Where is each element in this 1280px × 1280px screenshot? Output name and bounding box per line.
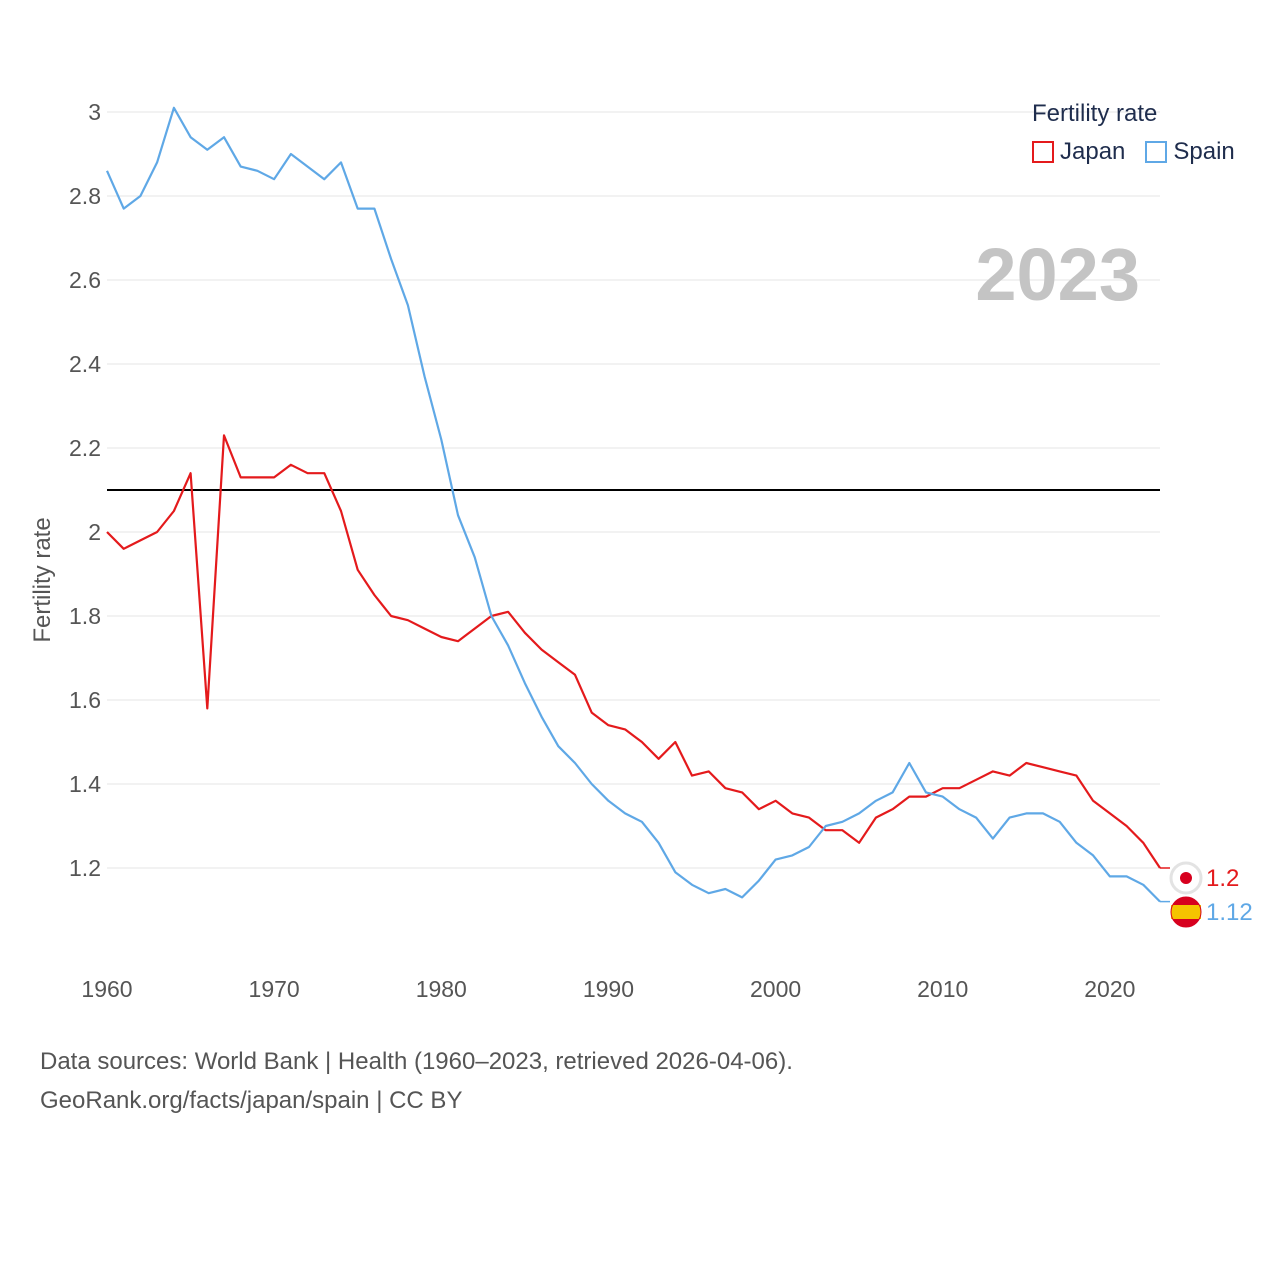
y-tick-label: 3 [88,99,101,125]
y-tick-label: 2.6 [69,267,101,293]
y-tick-label: 2.4 [69,351,101,377]
legend-label-spain: Spain [1173,138,1235,165]
y-tick-label: 1.8 [69,603,101,629]
end-markers: 1.2 1.12 [1160,861,1253,928]
spain-flag-icon [1170,896,1202,928]
x-tick-label: 1970 [249,976,300,1002]
legend-swatch-japan [1032,141,1054,163]
y-tick-label: 2 [88,519,101,545]
year-label: 2023 [975,233,1140,316]
y-axis-label: Fertility rate [29,517,56,642]
x-tick-label: 1960 [81,976,132,1002]
legend-swatch-spain [1145,141,1168,163]
legend-title: Fertility rate [1032,100,1158,127]
end-value-label-spain: 1.12 [1206,899,1253,926]
footer: Data sources: World Bank | Health (1960–… [40,1042,793,1120]
y-tick-label: 2.2 [69,435,101,461]
footer-sources: Data sources: World Bank | Health (1960–… [40,1048,793,1075]
y-tick-label: 1.2 [69,855,101,881]
x-tick-label: 1980 [416,976,467,1002]
legend: Fertility rate Japan Spain [1032,100,1235,166]
legend-item-spain[interactable]: Spain [1145,138,1235,166]
end-value-label-japan: 1.2 [1206,865,1239,892]
series-line-japan [106,434,1161,869]
x-tick-label: 1990 [583,976,634,1002]
grid-lines [107,111,1160,869]
y-tick-label: 2.8 [69,183,101,209]
series-line-spain [105,106,1161,903]
x-tick-label: 2010 [917,976,968,1002]
y-tick-label: 1.6 [69,687,101,713]
footer-attribution: GeoRank.org/facts/japan/spain | CC BY [40,1087,463,1114]
legend-label-japan: Japan [1060,138,1126,165]
series-lines [105,106,1161,903]
japan-flag-icon [1169,861,1203,895]
y-tick-label: 1.4 [69,771,101,797]
x-tick-label: 2000 [750,976,801,1002]
x-axis-ticks: 1960 1970 1980 1990 2000 2010 2020 [81,976,1135,1002]
legend-item-japan[interactable]: Japan [1032,138,1125,166]
y-axis-ticks: 1.2 1.4 1.6 1.8 2 2.2 2.4 2.6 2.8 3 [69,99,101,881]
x-tick-label: 2020 [1084,976,1135,1002]
